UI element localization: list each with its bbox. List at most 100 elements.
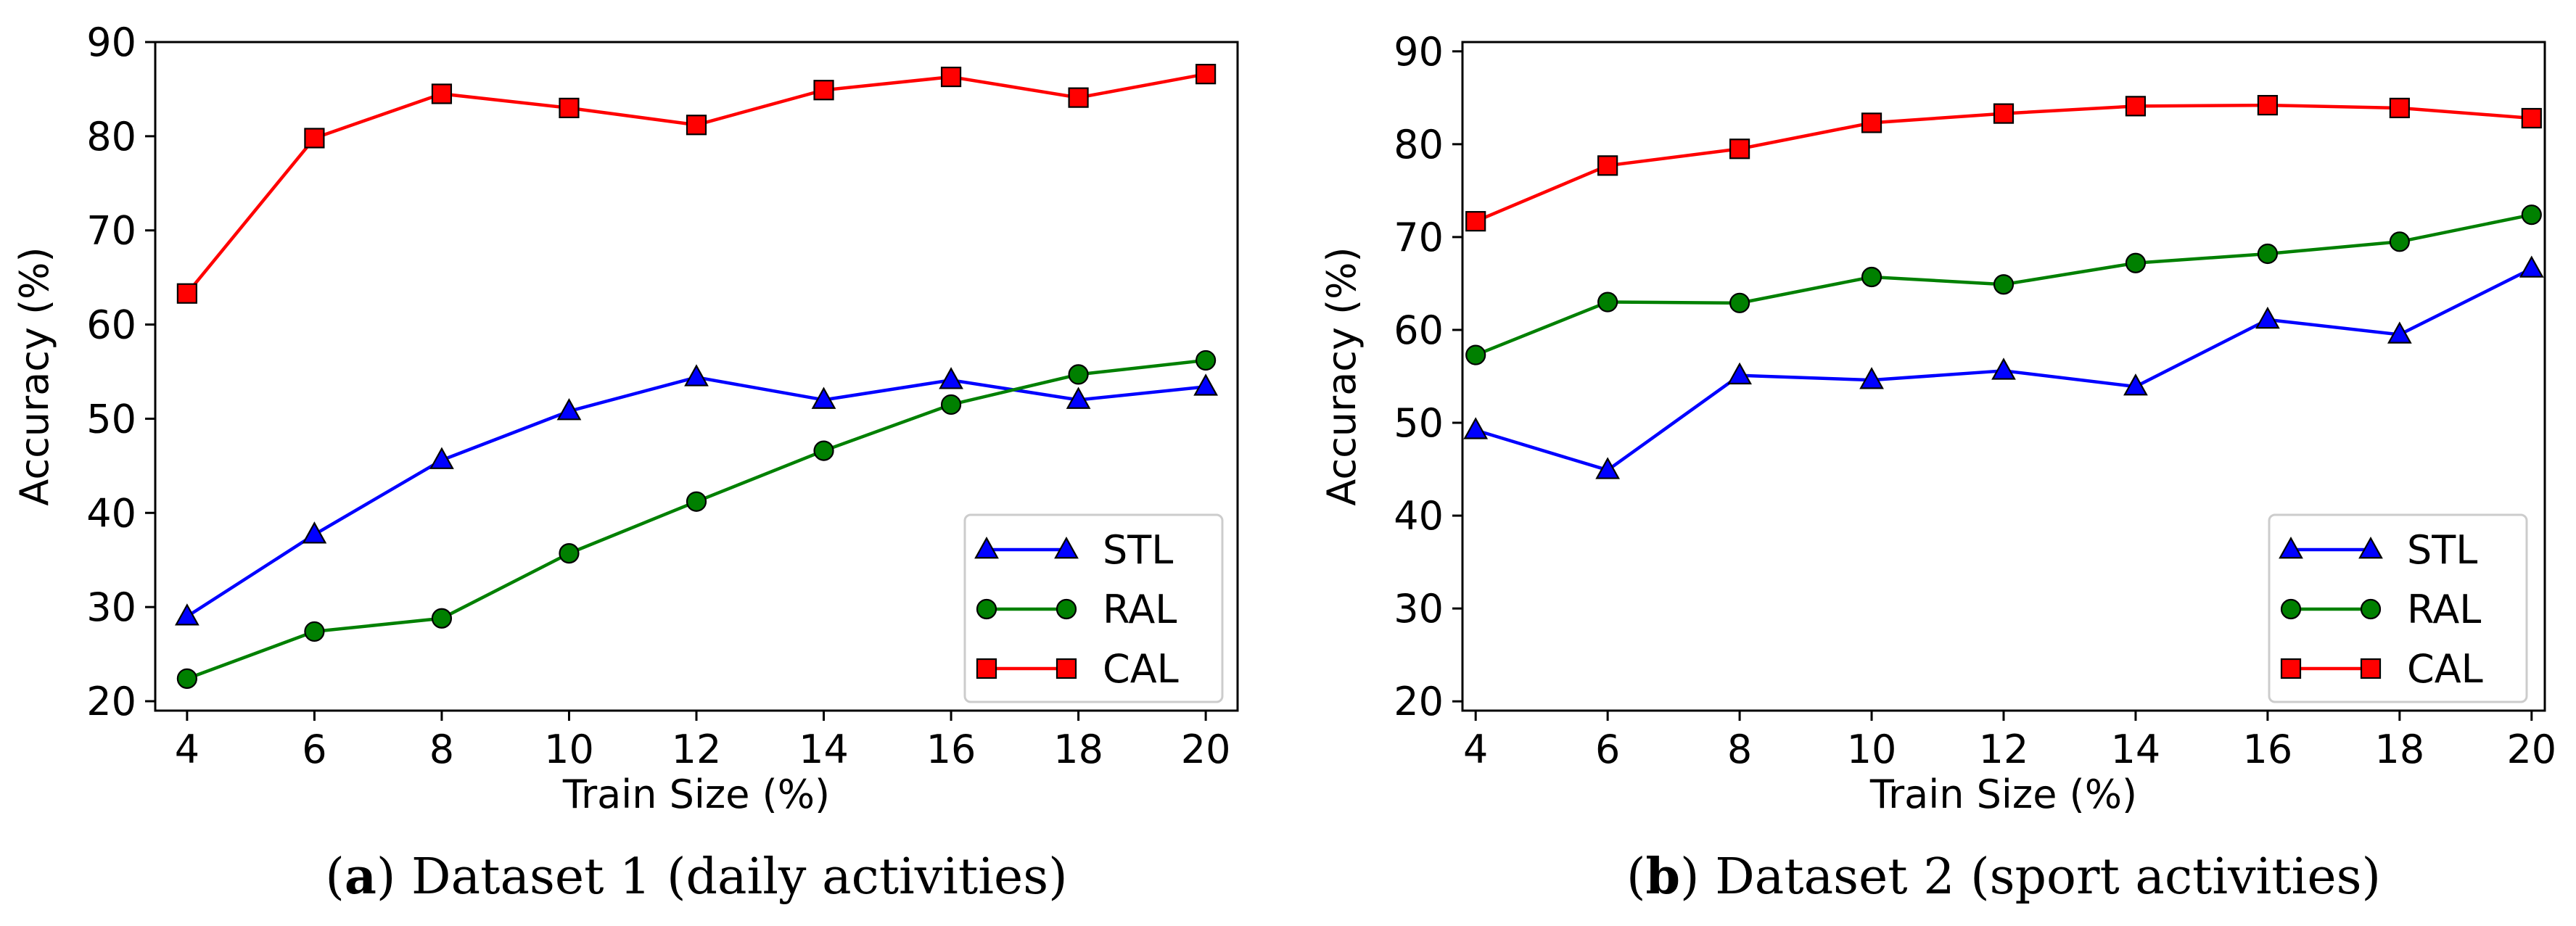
- y-tick-label: 90: [1394, 29, 1444, 75]
- legend-box: [2268, 513, 2528, 703]
- legend-label-stl: STL: [1103, 527, 1173, 573]
- data-point-ral: [431, 608, 453, 629]
- data-point-cal: [1729, 139, 1750, 160]
- data-point-stl: [1727, 362, 1752, 385]
- data-point-ral: [1068, 364, 1089, 385]
- legend-label-ral: RAL: [1103, 587, 1177, 632]
- y-axis-label: Accuracy (%): [12, 247, 57, 505]
- data-point-ral: [940, 394, 962, 416]
- y-tick-label: 50: [86, 396, 136, 442]
- x-tick-label: 12: [1979, 727, 2029, 772]
- y-tick-label: 20: [1394, 679, 1444, 724]
- data-point-cal: [1993, 103, 2015, 124]
- data-point-ral: [1729, 292, 1750, 313]
- caption-title: ) Dataset 2 (sport activities): [1680, 848, 2381, 906]
- data-point-cal: [813, 80, 834, 101]
- caption-paren: (: [325, 848, 345, 906]
- data-point-cal: [1196, 64, 1217, 85]
- legend-marker-ral: [976, 598, 997, 620]
- data-point-stl: [175, 603, 199, 626]
- legend-label-cal: CAL: [2407, 646, 2483, 692]
- data-point-cal: [559, 97, 580, 119]
- data-point-cal: [1861, 112, 1882, 133]
- data-point-cal: [2257, 94, 2279, 116]
- x-axis-label: Train Size (%): [562, 772, 830, 817]
- legend: STL RAL CAL: [963, 513, 1224, 703]
- data-point-stl: [1463, 417, 1489, 439]
- data-point-stl: [1066, 386, 1091, 409]
- data-point-stl: [1859, 367, 1884, 389]
- data-point-stl: [556, 398, 582, 421]
- data-point-ral: [2521, 204, 2542, 226]
- data-point-stl: [2123, 373, 2148, 396]
- x-tick-label: 6: [1595, 727, 1620, 772]
- x-tick-label: 14: [799, 727, 849, 772]
- data-point-stl: [2255, 306, 2280, 329]
- y-tick-label: 40: [1394, 493, 1444, 539]
- legend-label-cal: CAL: [1103, 646, 1179, 692]
- legend-marker-cal: [2280, 658, 2302, 679]
- x-tick-label: 12: [672, 727, 722, 772]
- data-point-cal: [1465, 211, 1486, 232]
- y-tick-label: 20: [86, 679, 136, 724]
- data-point-stl: [2519, 255, 2544, 278]
- data-point-stl: [1193, 373, 1218, 396]
- y-tick-label: 30: [1394, 586, 1444, 632]
- y-tick-label: 70: [86, 208, 136, 254]
- legend-label-stl: STL: [2407, 527, 2477, 573]
- data-point-cal: [1068, 87, 1089, 108]
- legend-marker-stl: [1054, 536, 1079, 559]
- legend-box: [963, 513, 1224, 703]
- data-point-ral: [686, 491, 707, 512]
- legend-marker-ral: [2280, 598, 2302, 620]
- chart-panel-b: 4 6 8 10 12 14 16 18 20 20 30 40 50 60 70 80 90 Train Siz…: [1319, 29, 2556, 906]
- data-point-stl: [811, 386, 836, 409]
- data-point-cal: [1597, 155, 1618, 176]
- legend-marker-cal: [976, 658, 997, 679]
- data-point-stl: [939, 367, 963, 389]
- data-point-ral: [304, 621, 325, 642]
- data-point-cal: [2125, 96, 2147, 117]
- y-tick-label: 60: [1394, 307, 1444, 353]
- data-point-ral: [813, 440, 834, 461]
- legend: STL RAL CAL: [2268, 513, 2528, 703]
- y-tick-label: 30: [86, 584, 136, 630]
- data-point-cal: [686, 115, 707, 136]
- x-tick-label: 18: [2374, 727, 2424, 772]
- legend-marker-cal: [1055, 658, 1077, 679]
- data-point-ral: [2257, 243, 2279, 265]
- x-tick-label: 20: [1181, 727, 1231, 772]
- data-point-stl: [429, 447, 454, 469]
- x-tick-label: 20: [2506, 727, 2556, 772]
- chart-panel-a: 4 6 8 10 12 14 16 18 20 20 30 40 50 60 70 80 90 Train Siz…: [12, 20, 1239, 906]
- data-point-stl: [302, 521, 327, 544]
- data-point-stl: [2387, 321, 2412, 344]
- data-point-ral: [2389, 231, 2410, 252]
- data-point-ral: [1861, 266, 1882, 288]
- data-point-cal: [2521, 107, 2542, 129]
- data-point-cal: [176, 283, 197, 304]
- y-tick-label: 40: [86, 490, 136, 536]
- x-tick-label: 16: [2243, 727, 2293, 772]
- x-tick-label: 8: [429, 727, 454, 772]
- legend-marker-stl: [2279, 536, 2303, 559]
- data-point-ral: [2125, 252, 2147, 273]
- y-tick-label: 80: [1394, 122, 1444, 168]
- data-point-ral: [1993, 274, 2015, 295]
- x-tick-label: 8: [1727, 727, 1752, 772]
- legend-label-ral: RAL: [2407, 587, 2481, 632]
- x-tick-label: 18: [1053, 727, 1103, 772]
- y-tick-label: 80: [86, 114, 136, 160]
- x-tick-label: 6: [302, 727, 326, 772]
- data-point-ral: [559, 543, 580, 564]
- data-point-ral: [1465, 344, 1486, 365]
- data-point-ral: [176, 668, 197, 689]
- x-tick-label: 10: [544, 727, 594, 772]
- x-tick-label: 14: [2111, 727, 2161, 772]
- data-point-stl: [684, 364, 709, 386]
- legend-marker-ral: [1055, 598, 1077, 620]
- x-tick-label: 10: [1847, 727, 1897, 772]
- data-point-cal: [2389, 97, 2410, 119]
- legend-marker-stl: [974, 536, 999, 559]
